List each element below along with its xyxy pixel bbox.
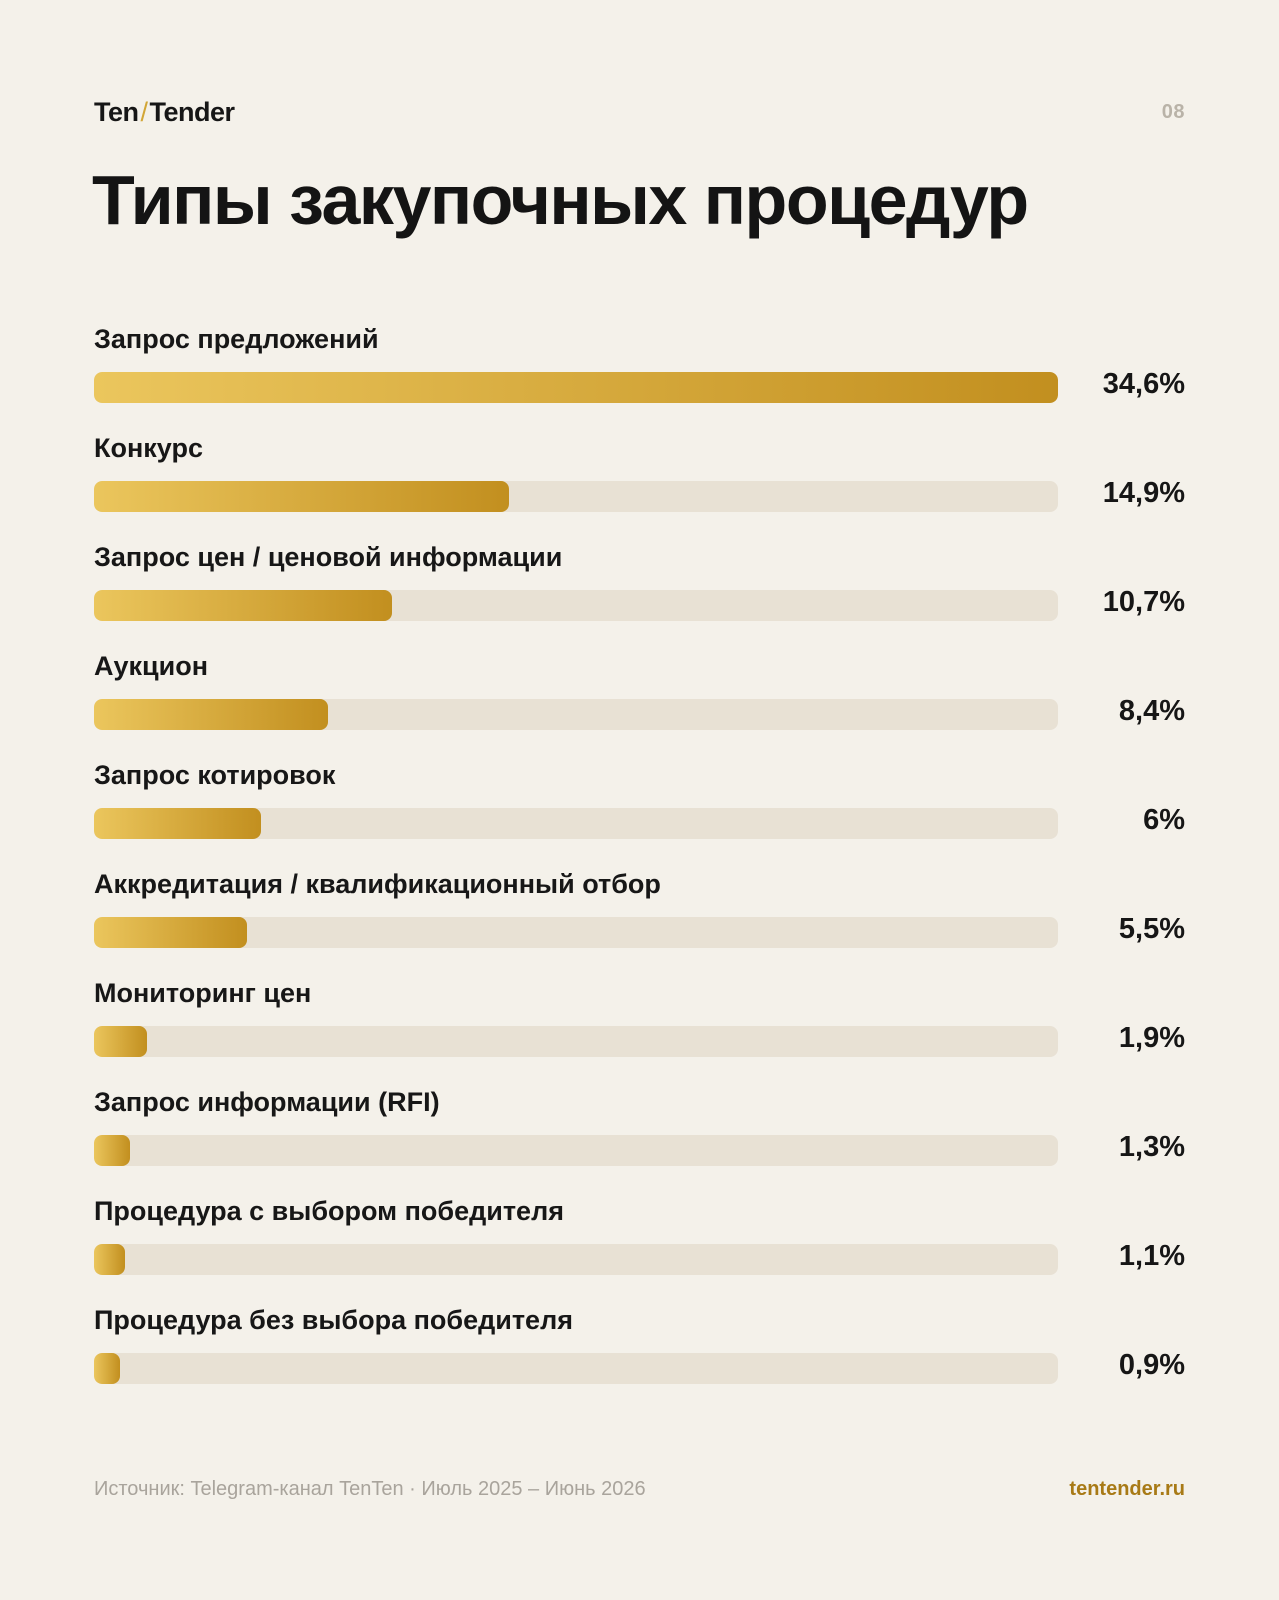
bar-label: Процедура с выбором победителя — [94, 1196, 564, 1226]
bar-fill — [94, 1353, 120, 1384]
bar-value-label: 8,4% — [1118, 695, 1185, 727]
bar-row: Запрос цен / ценовой информации 10,7% — [94, 538, 1185, 647]
bar-fill — [94, 590, 392, 621]
brand-logo: Ten / Tender — [94, 97, 235, 128]
source-note: Источник: Telegram-канал TenTen · Июль 2… — [94, 1478, 646, 1500]
bar-fill — [94, 917, 247, 948]
logo-slash: / — [140, 96, 149, 127]
bar-track — [94, 372, 1058, 403]
logo-part-ten: Ten — [94, 96, 139, 127]
bar-label: Запрос информации (RFI) — [94, 1087, 440, 1117]
bar-row: Запрос предложений 34,6% — [94, 320, 1185, 429]
bar-fill — [94, 1026, 147, 1057]
bar-label: Запрос котировок — [94, 760, 336, 790]
bar-value-label: 14,9% — [1102, 477, 1185, 509]
bar-track — [94, 1353, 1058, 1384]
bar-fill — [94, 1244, 125, 1275]
bar-track — [94, 1026, 1058, 1057]
bar-track — [94, 481, 1058, 512]
bar-track — [94, 699, 1058, 730]
header: Ten / Tender 08 — [94, 92, 1185, 132]
bar-row: Процедура с выбором победителя 1,1% — [94, 1192, 1185, 1301]
bar-fill — [94, 699, 328, 730]
bar-fill — [94, 1135, 130, 1166]
bar-row: Аукцион 8,4% — [94, 647, 1185, 756]
page-title: Типы закупочных процедур — [92, 161, 1029, 239]
bar-row: Процедура без выбора победителя 0,9% — [94, 1301, 1185, 1410]
bar-label: Аукцион — [94, 651, 209, 681]
bar-fill — [94, 808, 261, 839]
site-link[interactable]: tentender.ru — [1069, 1478, 1185, 1500]
bar-row: Запрос котировок 6% — [94, 756, 1185, 865]
bar-value-label: 1,3% — [1118, 1131, 1185, 1163]
bar-track — [94, 1135, 1058, 1166]
bar-fill — [94, 481, 509, 512]
bar-row: Мониторинг цен 1,9% — [94, 974, 1185, 1083]
bar-chart: Запрос предложений 34,6% Конкурс 14,9% Запро… — [94, 320, 1185, 1410]
bar-value-label: 1,9% — [1118, 1022, 1185, 1054]
bar-label: Запрос цен / ценовой информации — [94, 542, 563, 572]
bar-label: Процедура без выбора победителя — [94, 1305, 573, 1335]
bar-value-label: 10,7% — [1102, 586, 1185, 618]
bar-track — [94, 590, 1058, 621]
bar-value-label: 1,1% — [1118, 1240, 1185, 1272]
bar-label: Конкурс — [94, 433, 203, 463]
bar-value-label: 5,5% — [1118, 913, 1185, 945]
logo-part-tender: Tender — [149, 96, 236, 127]
bar-label: Запрос предложений — [94, 324, 379, 354]
bar-label: Мониторинг цен — [94, 978, 312, 1008]
bar-row: Аккредитация / квалификационный отбор 5,5… — [94, 865, 1185, 974]
bar-value-label: 34,6% — [1102, 368, 1185, 400]
bar-fill — [94, 372, 1058, 403]
bar-value-label: 6% — [1143, 804, 1185, 836]
bar-row: Конкурс 14,9% — [94, 429, 1185, 538]
bar-value-label: 0,9% — [1118, 1349, 1185, 1381]
bar-row: Запрос информации (RFI) 1,3% — [94, 1083, 1185, 1192]
bar-track — [94, 808, 1058, 839]
footer: Источник: Telegram-канал TenTen · Июль 2… — [94, 1478, 1185, 1501]
bar-track — [94, 917, 1058, 948]
bar-label: Аккредитация / квалификационный отбор — [94, 869, 661, 899]
page-number: 08 — [1161, 100, 1185, 123]
bar-track — [94, 1244, 1058, 1275]
